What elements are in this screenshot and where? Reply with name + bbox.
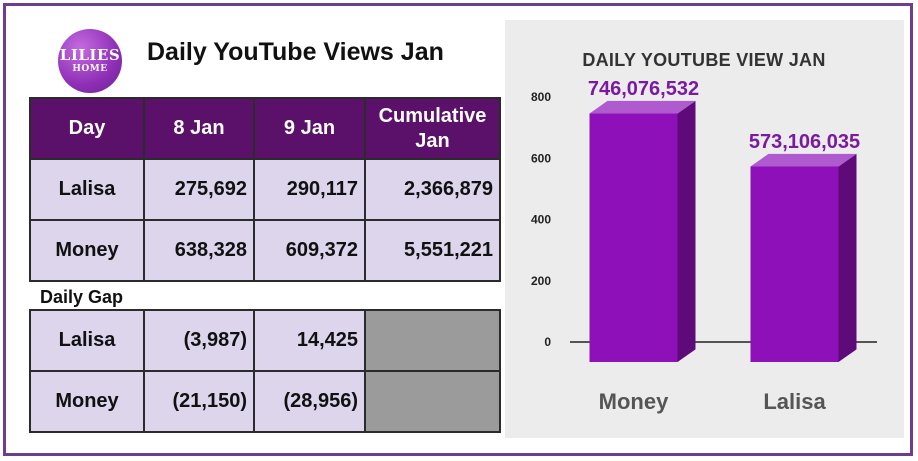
data-label: 573,106,035	[749, 131, 860, 153]
daily-gap-label: Daily Gap	[40, 287, 124, 307]
cell-8-jan: 275,692	[143, 158, 255, 221]
y-tick-label: 600	[531, 151, 551, 165]
table-row: Lalisa (3,987) 14,425	[29, 309, 501, 372]
empty-cell	[364, 370, 501, 433]
cell-8-jan: (21,150)	[143, 370, 255, 433]
chart-title: DAILY YOUTUBE VIEW JAN	[582, 50, 825, 70]
row-name: Money	[29, 370, 145, 433]
row-name: Lalisa	[29, 158, 145, 221]
y-tick-label: 400	[531, 213, 551, 227]
header-cumulative-jan: Cumulative Jan	[364, 97, 501, 160]
cell-9-jan: 290,117	[253, 158, 366, 221]
cell-cumulative: 5,551,221	[364, 219, 501, 282]
lilies-home-logo: LILIES HOME	[58, 29, 122, 93]
cell-8-jan: (3,987)	[143, 309, 255, 372]
bar-money	[589, 113, 678, 362]
header-8-jan: 8 Jan	[143, 97, 255, 160]
daily-gap-table: Lalisa (3,987) 14,425 Money (21,150) (28…	[29, 309, 501, 433]
table-row: Lalisa 275,692 290,117 2,366,879	[29, 158, 501, 221]
cell-8-jan: 638,328	[143, 219, 255, 282]
category-label: Lalisa	[763, 389, 826, 414]
row-name: Lalisa	[29, 309, 145, 372]
views-table: Day 8 Jan 9 Jan Cumulative Jan Lalisa 27…	[29, 97, 501, 282]
empty-cell	[364, 309, 501, 372]
bar-chart: DAILY YOUTUBE VIEW JAN 0 200 400 600 800 746…	[531, 50, 877, 414]
y-tick-label: 800	[531, 90, 551, 104]
table-row: Money 638,328 609,372 5,551,221	[29, 219, 501, 282]
bar-side	[677, 100, 696, 362]
logo-text-bottom: HOME	[72, 64, 108, 74]
header-9-jan: 9 Jan	[253, 97, 366, 160]
y-tick-label: 200	[531, 274, 551, 288]
table-row: Money (21,150) (28,956)	[29, 370, 501, 433]
header-day: Day	[29, 97, 145, 160]
cell-9-jan: 14,425	[253, 309, 366, 372]
logo-text-top: LILIES	[59, 46, 121, 64]
bar-top	[589, 100, 696, 114]
page-title: Daily YouTube Views Jan	[147, 38, 444, 66]
table-header-row: Day 8 Jan 9 Jan Cumulative Jan	[29, 97, 501, 160]
data-label: 746,076,532	[588, 78, 699, 100]
cell-9-jan: 609,372	[253, 219, 366, 282]
bar-lalisa	[750, 166, 839, 362]
bar-top	[750, 153, 857, 167]
y-tick-label: 0	[544, 335, 551, 349]
bar-side	[838, 153, 857, 362]
cell-9-jan: (28,956)	[253, 370, 366, 433]
chart-panel: DAILY YOUTUBE VIEW JAN 0 200 400 600 800 746…	[505, 20, 904, 438]
row-name: Money	[29, 219, 145, 282]
category-label: Money	[599, 389, 669, 414]
cell-cumulative: 2,366,879	[364, 158, 501, 221]
